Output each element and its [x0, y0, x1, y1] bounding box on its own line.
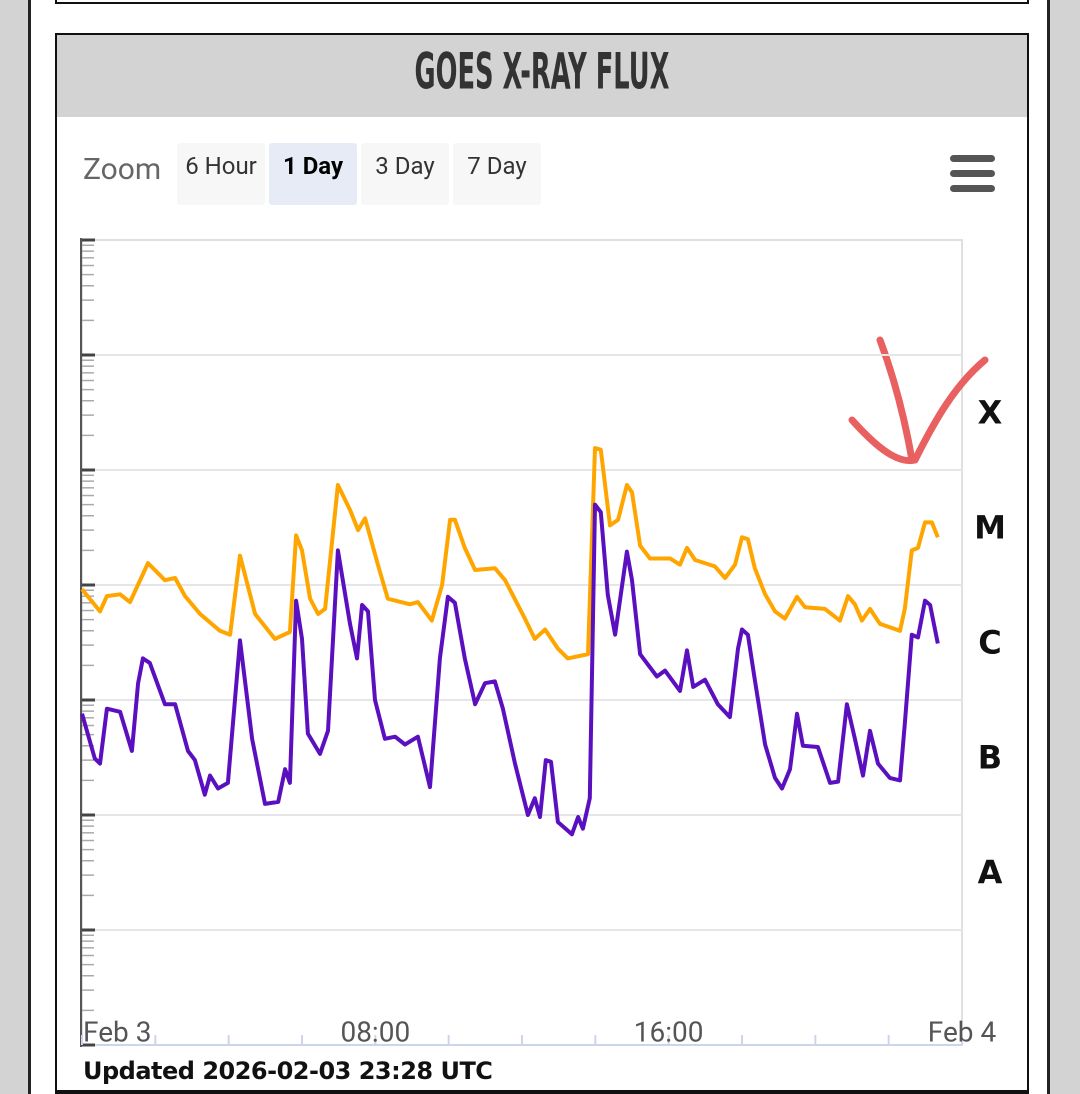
- menu-bar[interactable]: [950, 155, 995, 162]
- menu-bar[interactable]: [950, 185, 995, 192]
- x-tick-label: Feb 4: [928, 1015, 997, 1048]
- flux-line: [80, 502, 940, 837]
- class-label: X: [978, 394, 1003, 432]
- card-header: [57, 35, 1027, 117]
- class-label: A: [978, 854, 1003, 892]
- class-label: B: [978, 739, 1002, 777]
- annotation-arrow: [848, 336, 989, 465]
- plot-border: [81, 239, 963, 1046]
- chart-title: GOES X-RAY FLUX: [415, 43, 670, 101]
- class-label: M: [974, 509, 1006, 547]
- menu-bar[interactable]: [950, 170, 995, 177]
- x-tick-label: Feb 3: [83, 1015, 151, 1048]
- x-tick-label: 16:00: [634, 1015, 704, 1048]
- zoom-label: Zoom: [83, 152, 162, 187]
- chart-card: [55, 33, 1029, 1094]
- updated-time: Updated 2026-02-03 23:28 UTC: [83, 1057, 493, 1085]
- zoom-button[interactable]: 1 Day: [269, 143, 357, 205]
- class-label: C: [978, 624, 1001, 662]
- previous-card: [55, 0, 1029, 4]
- zoom-button[interactable]: 6 Hour: [177, 143, 265, 205]
- zoom-button[interactable]: 7 Day: [453, 143, 541, 205]
- zoom-button[interactable]: 3 Day: [361, 143, 449, 205]
- x-tick-label: 08:00: [340, 1015, 410, 1048]
- flux-line: [80, 446, 940, 661]
